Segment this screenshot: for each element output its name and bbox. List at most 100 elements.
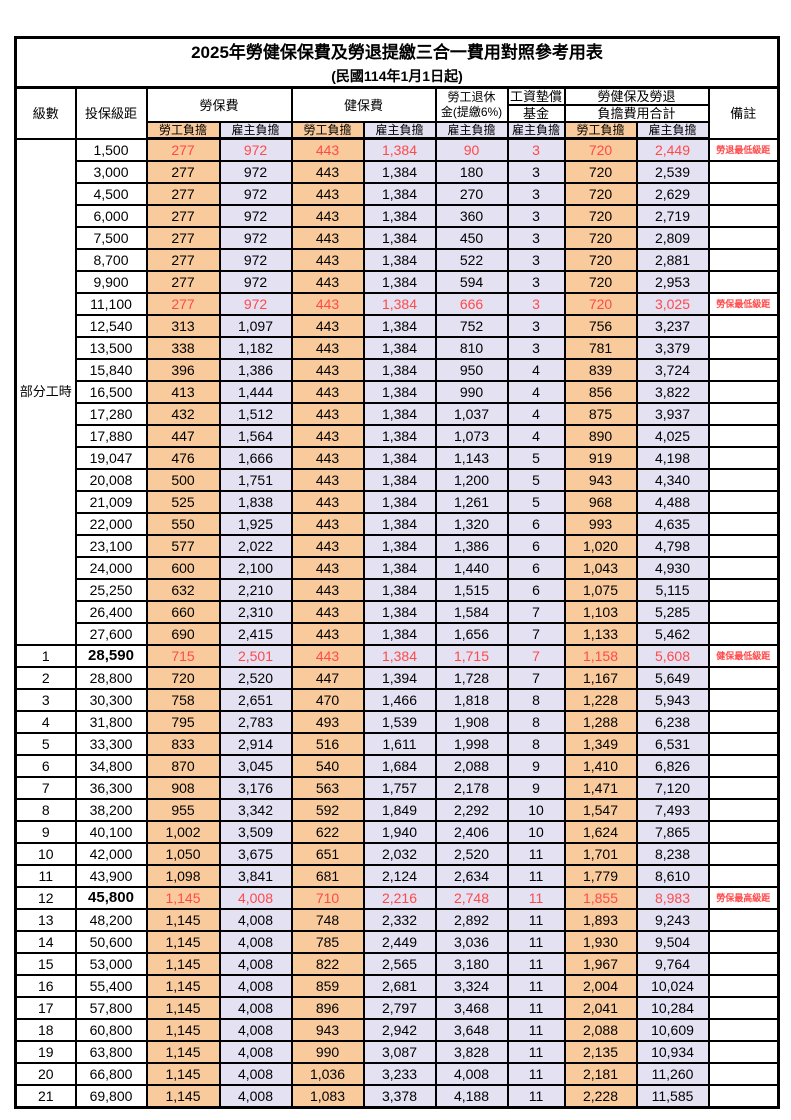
cell-labor-employer: 1,838 — [218, 490, 293, 514]
cell-health-employer: 1,384 — [362, 336, 437, 360]
cell-total-employer: 2,449 — [635, 137, 710, 162]
cell-remark — [707, 380, 780, 404]
cell-total-employer: 4,025 — [635, 424, 710, 448]
cell-wage-fund-employer: 11 — [506, 930, 566, 954]
cell-total-employee: 1,893 — [563, 908, 638, 932]
cell-labor-employer: 3,045 — [218, 754, 293, 778]
cell-bracket: 28,590 — [74, 644, 148, 668]
table-row: 3 30,300 758 2,651 470 1,466 1,818 8 1,228 5,943 — [14, 688, 780, 712]
cell-health-employer: 2,332 — [362, 908, 437, 932]
col-header-health-insurance: 健保費 — [290, 86, 437, 123]
cell-health-employer: 1,384 — [362, 248, 437, 272]
cell-remark — [707, 798, 780, 822]
cell-labor-employer: 972 — [218, 248, 293, 272]
cell-health-employer: 1,384 — [362, 578, 437, 602]
cell-labor-employer: 2,415 — [218, 622, 293, 646]
cell-health-employer: 1,384 — [362, 424, 437, 448]
cell-pension-employer: 1,818 — [434, 688, 509, 712]
cell-health-employer: 1,384 — [362, 446, 437, 470]
cell-bracket: 43,900 — [74, 864, 148, 888]
cell-labor-employee: 500 — [145, 468, 221, 492]
cell-labor-employer: 1,182 — [218, 336, 293, 360]
col-header-level: 級數 — [14, 86, 77, 140]
cell-level: 19 — [14, 1040, 77, 1064]
document-page: 2025年勞健保保費及勞退提繳三合一費用對照參考用表 (民國114年1月1日起)… — [14, 36, 780, 1109]
cell-total-employee: 1,547 — [563, 798, 638, 822]
cell-total-employer: 10,284 — [635, 996, 710, 1020]
header-row-1: 級數 投保級距 勞保費 健保費 勞工退休 金(提繳6%) 工資墊償 勞健保及勞退… — [14, 86, 780, 140]
cell-total-employee: 1,967 — [563, 952, 638, 976]
cell-health-employer: 1,466 — [362, 688, 437, 712]
cell-health-employee: 443 — [290, 226, 365, 250]
cell-bracket: 42,000 — [74, 842, 148, 866]
table-row: 15 53,000 1,145 4,008 822 2,565 3,180 11 1,967 9,… — [14, 952, 780, 976]
cell-remark: 勞退最低級距 — [707, 137, 780, 162]
col-header-labor-insurance: 勞保費 — [145, 86, 293, 123]
cell-health-employer: 3,087 — [362, 1040, 437, 1064]
cell-bracket: 24,000 — [74, 556, 148, 580]
cell-bracket: 33,300 — [74, 732, 148, 756]
cell-labor-employer: 1,512 — [218, 402, 293, 426]
cell-labor-employer: 2,022 — [218, 534, 293, 558]
cell-bracket: 8,700 — [74, 248, 148, 272]
cell-labor-employee: 277 — [145, 137, 221, 162]
cell-total-employee: 1,930 — [563, 930, 638, 954]
cell-bracket: 36,300 — [74, 776, 148, 800]
table-row: 15,840 396 1,386 443 1,384 950 4 839 3,724 — [16, 358, 780, 382]
cell-total-employer: 8,238 — [635, 842, 710, 866]
cell-remark — [707, 248, 780, 272]
cell-health-employee: 443 — [290, 556, 365, 580]
cell-labor-employee: 833 — [145, 732, 221, 756]
cell-total-employee: 1,701 — [563, 842, 638, 866]
col-header-wage-fund-top: 工資墊償 — [506, 86, 566, 106]
cell-pension-employer: 1,728 — [434, 666, 509, 690]
cell-level: 3 — [14, 688, 77, 712]
page-subtitle: (民國114年1月1日起) — [331, 67, 463, 84]
cell-health-employee: 443 — [290, 336, 365, 360]
table-row: 23,100 577 2,022 443 1,384 1,386 6 1,020 4,798 — [16, 534, 780, 558]
cell-remark — [707, 446, 780, 470]
cell-total-employee: 1,624 — [563, 820, 638, 844]
cell-health-employer: 1,384 — [362, 380, 437, 404]
cell-labor-employer: 972 — [218, 226, 293, 250]
cell-total-employer: 7,865 — [635, 820, 710, 844]
cell-total-employee: 856 — [563, 380, 638, 404]
cell-bracket: 55,400 — [74, 974, 148, 998]
cell-total-employee: 1,158 — [563, 644, 638, 668]
cell-health-employee: 443 — [290, 512, 365, 536]
cell-health-employer: 1,384 — [362, 204, 437, 228]
cell-wage-fund-employer: 10 — [506, 820, 566, 844]
pension-header-line2: 金(提繳6%) — [440, 105, 503, 119]
cell-wage-fund-employer: 3 — [506, 248, 566, 272]
cell-level: 16 — [14, 974, 77, 998]
cell-bracket: 7,500 — [74, 226, 148, 250]
cell-labor-employer: 2,210 — [218, 578, 293, 602]
cell-wage-fund-employer: 3 — [506, 137, 566, 162]
cell-health-employer: 1,384 — [362, 226, 437, 250]
cell-bracket: 66,800 — [74, 1062, 148, 1086]
cell-total-employer: 5,462 — [635, 622, 710, 646]
cell-remark — [707, 468, 780, 492]
table-row: 9 40,100 1,002 3,509 622 1,940 2,406 10 1,624 7,8… — [14, 820, 780, 844]
cell-health-employer: 2,032 — [362, 842, 437, 866]
cell-level: 10 — [14, 842, 77, 866]
table-row: 5 33,300 833 2,914 516 1,611 1,998 8 1,349 6,531 — [14, 732, 780, 756]
cell-labor-employer: 2,501 — [218, 644, 293, 668]
cell-labor-employee: 1,098 — [145, 864, 221, 888]
cell-labor-employer: 4,008 — [218, 974, 293, 998]
cell-total-employer: 6,826 — [635, 754, 710, 778]
cell-total-employee: 1,133 — [563, 622, 638, 646]
cell-level: 4 — [14, 710, 77, 734]
cell-health-employee: 443 — [290, 424, 365, 448]
cell-pension-employer: 180 — [434, 160, 509, 184]
cell-pension-employer: 3,468 — [434, 996, 509, 1020]
cell-pension-employer: 594 — [434, 270, 509, 294]
cell-health-employee: 443 — [290, 380, 365, 404]
cell-wage-fund-employer: 3 — [506, 226, 566, 250]
cell-total-employee: 875 — [563, 402, 638, 426]
cell-health-employee: 443 — [290, 534, 365, 558]
cell-wage-fund-employer: 7 — [506, 600, 566, 624]
cell-health-employee: 443 — [290, 644, 365, 668]
cell-wage-fund-employer: 3 — [506, 292, 566, 316]
cell-health-employee: 443 — [290, 402, 365, 426]
